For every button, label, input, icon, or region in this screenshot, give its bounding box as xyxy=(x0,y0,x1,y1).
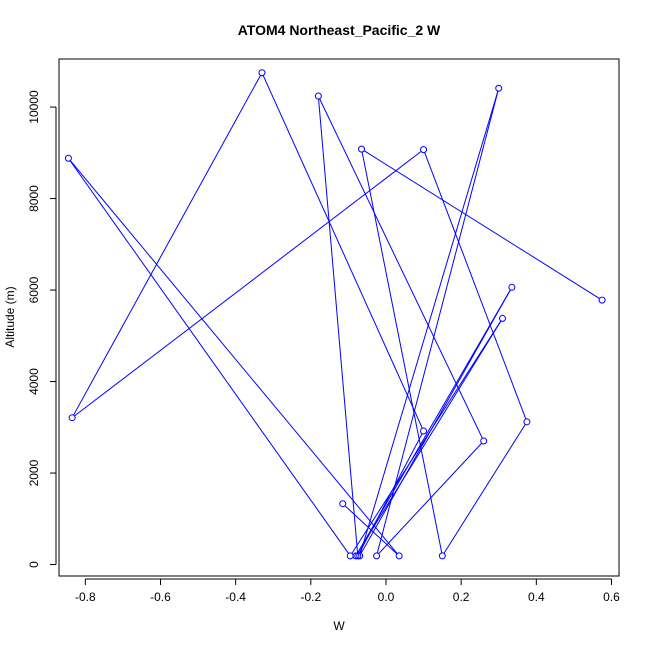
series-lines xyxy=(69,75,600,555)
data-point xyxy=(258,69,266,77)
series-segment xyxy=(443,424,526,554)
y-tick-label: 2000 xyxy=(27,459,41,486)
data-point xyxy=(64,154,72,162)
series-segment xyxy=(424,152,527,420)
data-point xyxy=(356,552,364,560)
data-point xyxy=(358,145,366,153)
series-segment xyxy=(360,91,499,554)
y-tick-label: 8000 xyxy=(27,185,41,212)
y-axis: 0 2000 4000 6000 8000 10000 xyxy=(27,90,57,568)
data-point xyxy=(373,552,381,560)
data-point xyxy=(498,314,506,322)
series-segment xyxy=(69,160,349,554)
x-axis: -0.8 -0.6 -0.4 -0.2 0.0 0.2 0.4 0.6 xyxy=(75,578,620,604)
x-tick-label: 0.6 xyxy=(603,590,620,604)
series-segment xyxy=(318,99,359,553)
chart-title: ATOM4 Northeast_Pacific_2 W xyxy=(238,22,441,38)
data-point xyxy=(420,427,428,435)
series-segment xyxy=(69,160,398,554)
data-point xyxy=(523,418,531,426)
data-point xyxy=(495,84,503,92)
series-segment xyxy=(74,151,422,417)
data-point xyxy=(598,296,606,304)
series-segment xyxy=(319,98,483,439)
data-point xyxy=(339,500,347,508)
x-tick-label: 0.4 xyxy=(528,590,545,604)
x-axis-label: W xyxy=(333,619,345,633)
series-segment xyxy=(376,91,499,554)
series-segment xyxy=(73,75,261,416)
series-points xyxy=(64,69,606,560)
x-tick-label: -0.4 xyxy=(225,590,246,604)
data-point xyxy=(352,552,360,560)
data-point xyxy=(508,283,516,291)
x-tick-label: -0.6 xyxy=(150,590,171,604)
series-segment xyxy=(356,289,511,554)
series-segment xyxy=(358,433,423,554)
data-point xyxy=(420,146,428,154)
x-tick-label: 0.0 xyxy=(378,590,395,604)
data-point xyxy=(480,437,488,445)
series-segment xyxy=(262,75,423,429)
data-point xyxy=(314,92,322,100)
series-segment xyxy=(360,289,511,554)
plot-frame xyxy=(58,58,620,577)
series-segment xyxy=(357,320,502,554)
x-tick-label: -0.2 xyxy=(300,590,321,604)
y-tick-label: 0 xyxy=(27,561,41,568)
data-point xyxy=(395,552,403,560)
series-segment xyxy=(351,320,502,554)
data-point xyxy=(354,552,362,560)
y-tick-label: 6000 xyxy=(27,276,41,303)
y-tick-label: 10000 xyxy=(27,90,41,124)
series-segment xyxy=(361,151,443,554)
x-tick-label: 0.2 xyxy=(453,590,470,604)
data-point xyxy=(68,414,76,422)
y-axis-label: Altitude (m) xyxy=(3,286,17,347)
series-segment xyxy=(378,442,483,555)
data-point xyxy=(438,552,446,560)
y-tick-label: 4000 xyxy=(27,368,41,395)
series-segment xyxy=(363,150,600,299)
x-tick-label: -0.8 xyxy=(75,590,96,604)
